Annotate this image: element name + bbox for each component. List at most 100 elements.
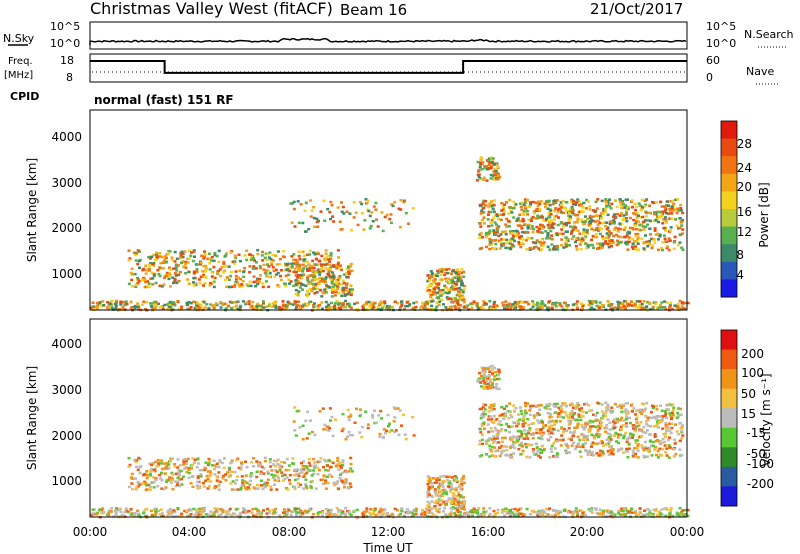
scatter-cell: [219, 508, 223, 511]
scatter-cell: [252, 265, 256, 268]
scatter-cell: [504, 246, 508, 250]
scatter-cell: [604, 240, 608, 243]
scatter-cell: [494, 242, 498, 246]
scatter-cell: [565, 429, 569, 433]
scatter-cell: [171, 276, 175, 279]
scatter-cell: [644, 203, 648, 207]
scatter-cell: [255, 460, 259, 463]
scatter-cell: [229, 482, 233, 485]
scatter-cell: [168, 305, 172, 309]
scatter-cell: [294, 292, 298, 296]
scatter-cell: [434, 285, 438, 289]
scatter-cell: [373, 508, 377, 512]
scatter-cell: [564, 245, 568, 248]
scatter-cell: [665, 416, 668, 420]
power-cbar-tick-20: 20: [737, 180, 752, 194]
scatter-cell: [499, 218, 503, 222]
scatter-cell: [482, 410, 486, 414]
scatter-cell: [274, 469, 278, 472]
scatter-cell: [460, 504, 464, 508]
scatter-cell: [427, 505, 431, 509]
scatter-cell: [562, 206, 566, 209]
scatter-cell: [507, 246, 511, 250]
scatter-cell: [531, 509, 535, 513]
scatter-cell: [326, 305, 330, 309]
scatter-cell: [153, 513, 157, 517]
scatter-cell: [294, 300, 298, 303]
scatter-cell: [562, 410, 566, 414]
scatter-cell: [301, 288, 304, 291]
scatter-cell: [200, 469, 203, 472]
scatter-cell: [453, 499, 457, 502]
scatter-cell: [550, 234, 554, 237]
scatter-cell: [281, 511, 285, 514]
scatter-cell: [680, 224, 684, 227]
scatter-cell: [277, 305, 281, 309]
scatter-cell: [516, 429, 520, 433]
scatter-cell: [302, 259, 306, 263]
scatter-cell: [175, 257, 179, 260]
scatter-cell: [338, 275, 342, 278]
scatter-cell: [237, 466, 241, 470]
scatter-cell: [253, 306, 257, 309]
scatter-cell: [660, 441, 663, 445]
scatter-cell: [295, 512, 298, 516]
scatter-cell: [627, 444, 631, 447]
scatter-cell: [652, 425, 656, 428]
scatter-cell: [524, 198, 528, 201]
scatter-cell: [529, 308, 533, 311]
scatter-cell: [248, 271, 252, 274]
scatter-cell: [248, 483, 252, 486]
scatter-cell: [316, 514, 320, 517]
scatter-cell: [637, 306, 640, 309]
scatter-cell: [490, 409, 494, 412]
scatter-cell: [385, 306, 389, 310]
scatter-cell: [654, 417, 658, 421]
scatter-cell: [673, 235, 677, 239]
scatter-cell: [324, 277, 328, 281]
scatter-cell: [605, 236, 608, 239]
scatter-cell: [486, 382, 490, 386]
scatter-cell: [482, 427, 486, 431]
scatter-cell: [635, 425, 639, 428]
scatter-cell: [634, 234, 638, 238]
scatter-cell: [598, 246, 602, 250]
scatter-cell: [436, 476, 440, 480]
scatter-cell: [656, 248, 660, 252]
scatter-cell: [212, 513, 216, 517]
scatter-cell: [492, 203, 496, 207]
scatter-cell: [174, 472, 178, 476]
scatter-cell: [609, 304, 613, 307]
scatter-cell: [450, 507, 454, 511]
scatter-cell: [428, 278, 432, 282]
scatter-cell: [623, 410, 627, 414]
scatter-cell: [537, 200, 541, 203]
scatter-cell: [300, 471, 304, 474]
scatter-cell: [501, 440, 504, 443]
scatter-cell: [182, 459, 186, 462]
scatter-cell: [170, 471, 174, 475]
scatter-cell: [616, 436, 620, 439]
scatter-cell: [488, 247, 492, 251]
scatter-cell: [248, 253, 252, 256]
scatter-cell: [621, 218, 625, 222]
scatter-cell: [602, 209, 606, 213]
scatter-cell: [552, 403, 556, 407]
scatter-cell: [335, 306, 339, 310]
scatter-cell: [210, 259, 213, 262]
scatter-cell: [670, 422, 674, 426]
scatter-cell: [286, 488, 290, 491]
scatter-cell: [342, 288, 345, 292]
scatter-cell: [490, 200, 493, 203]
scatter-cell: [227, 278, 231, 281]
scatter-cell: [532, 422, 536, 425]
scatter-cell: [667, 212, 670, 215]
scatter-cell: [580, 210, 583, 213]
scatter-cell: [293, 267, 297, 271]
scatter-cell: [183, 509, 187, 513]
scatter-cell: [307, 457, 311, 461]
scatter-cell: [159, 471, 163, 475]
scatter-cell: [565, 221, 568, 225]
scatter-cell: [497, 441, 501, 444]
scatter-cell: [355, 301, 359, 305]
